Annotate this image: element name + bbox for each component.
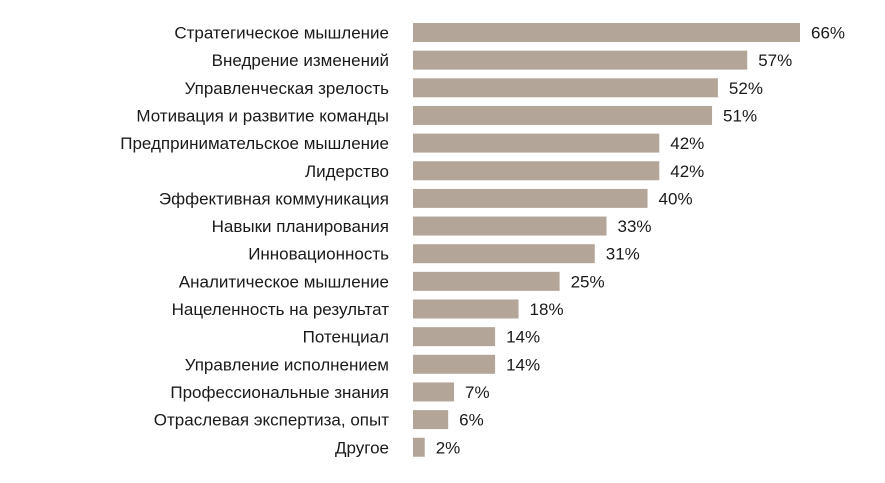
value-label: 40%: [659, 189, 693, 208]
bar: [413, 161, 660, 181]
value-label: 31%: [606, 245, 640, 264]
value-label: 42%: [670, 162, 704, 181]
bar: [413, 271, 560, 291]
category-label: Навыки планирования: [212, 217, 389, 236]
bar: [413, 105, 713, 125]
value-label: 33%: [618, 217, 652, 236]
value-label: 66%: [811, 24, 845, 43]
category-label: Профессиональные знания: [170, 383, 389, 402]
category-label: Эффективная коммуникация: [159, 189, 389, 208]
bar: [413, 244, 595, 264]
value-label: 7%: [465, 383, 490, 402]
bar: [413, 23, 800, 42]
category-label: Отраслевая экспертиза, опыт: [154, 411, 389, 430]
category-label: Предпринимательское мышление: [120, 134, 389, 153]
value-label: 51%: [723, 106, 757, 125]
value-label: 2%: [436, 438, 461, 457]
bar: [413, 382, 455, 402]
category-label: Мотивация и развитие команды: [136, 106, 389, 125]
value-label: 52%: [729, 79, 763, 98]
bar: [413, 327, 496, 347]
value-label: 14%: [506, 355, 540, 374]
bar: [413, 78, 718, 98]
bar: [413, 216, 607, 236]
category-label: Управленческая зрелость: [185, 79, 390, 98]
category-label: Лидерство: [305, 162, 389, 181]
category-label: Аналитическое мышление: [179, 272, 389, 291]
category-label: Другое: [335, 438, 389, 457]
value-label: 18%: [530, 300, 564, 319]
bar: [413, 133, 660, 153]
bar: [413, 354, 496, 374]
value-label: 14%: [506, 328, 540, 347]
category-label: Внедрение изменений: [212, 51, 389, 70]
bar: [413, 299, 519, 319]
category-label: Потенциал: [303, 328, 389, 347]
bar: [413, 188, 648, 208]
bar: [413, 437, 425, 457]
value-label: 57%: [758, 51, 792, 70]
value-label: 25%: [571, 272, 605, 291]
category-label: Управление исполнением: [185, 355, 389, 374]
category-label: Нацеленность на результат: [172, 300, 390, 319]
category-label: Стратегическое мышление: [174, 24, 389, 43]
value-label: 6%: [459, 411, 484, 430]
bar: [413, 50, 748, 70]
category-label: Инновационность: [248, 245, 389, 264]
bar: [413, 410, 449, 430]
value-label: 42%: [670, 134, 704, 153]
